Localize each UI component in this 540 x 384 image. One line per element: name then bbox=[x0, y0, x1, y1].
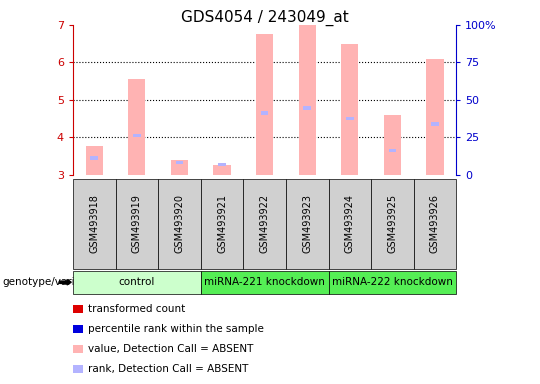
Text: GSM493925: GSM493925 bbox=[387, 194, 397, 253]
Text: GSM493923: GSM493923 bbox=[302, 194, 312, 253]
Text: control: control bbox=[119, 277, 155, 287]
Bar bbox=[341, 44, 359, 175]
Text: miRNA-222 knockdown: miRNA-222 knockdown bbox=[332, 277, 453, 287]
Bar bbox=[176, 161, 183, 164]
Text: genotype/variation: genotype/variation bbox=[3, 277, 102, 287]
Text: value, Detection Call = ABSENT: value, Detection Call = ABSENT bbox=[88, 344, 253, 354]
Bar bbox=[129, 79, 145, 175]
Text: GDS4054 / 243049_at: GDS4054 / 243049_at bbox=[181, 10, 348, 26]
Bar bbox=[427, 59, 443, 175]
Bar bbox=[133, 134, 140, 137]
Text: GSM493919: GSM493919 bbox=[132, 194, 142, 253]
Text: rank, Detection Call = ABSENT: rank, Detection Call = ABSENT bbox=[88, 364, 248, 374]
Bar bbox=[86, 146, 103, 175]
Text: miRNA-221 knockdown: miRNA-221 knockdown bbox=[204, 277, 325, 287]
Bar bbox=[299, 25, 316, 175]
Text: GSM493918: GSM493918 bbox=[89, 194, 99, 253]
Text: transformed count: transformed count bbox=[88, 304, 185, 314]
Bar bbox=[346, 117, 354, 120]
Text: GSM493922: GSM493922 bbox=[260, 194, 269, 253]
Bar bbox=[90, 156, 98, 160]
Bar bbox=[171, 161, 188, 175]
Bar bbox=[213, 166, 231, 175]
Text: GSM493926: GSM493926 bbox=[430, 194, 440, 253]
Bar bbox=[389, 149, 396, 152]
Bar bbox=[431, 122, 439, 126]
Text: GSM493924: GSM493924 bbox=[345, 194, 355, 253]
Bar bbox=[384, 115, 401, 175]
Text: percentile rank within the sample: percentile rank within the sample bbox=[88, 324, 264, 334]
Bar bbox=[256, 34, 273, 175]
Bar bbox=[303, 106, 311, 110]
Bar bbox=[218, 162, 226, 166]
Text: GSM493921: GSM493921 bbox=[217, 194, 227, 253]
Bar bbox=[261, 111, 268, 115]
Text: GSM493920: GSM493920 bbox=[174, 194, 184, 253]
